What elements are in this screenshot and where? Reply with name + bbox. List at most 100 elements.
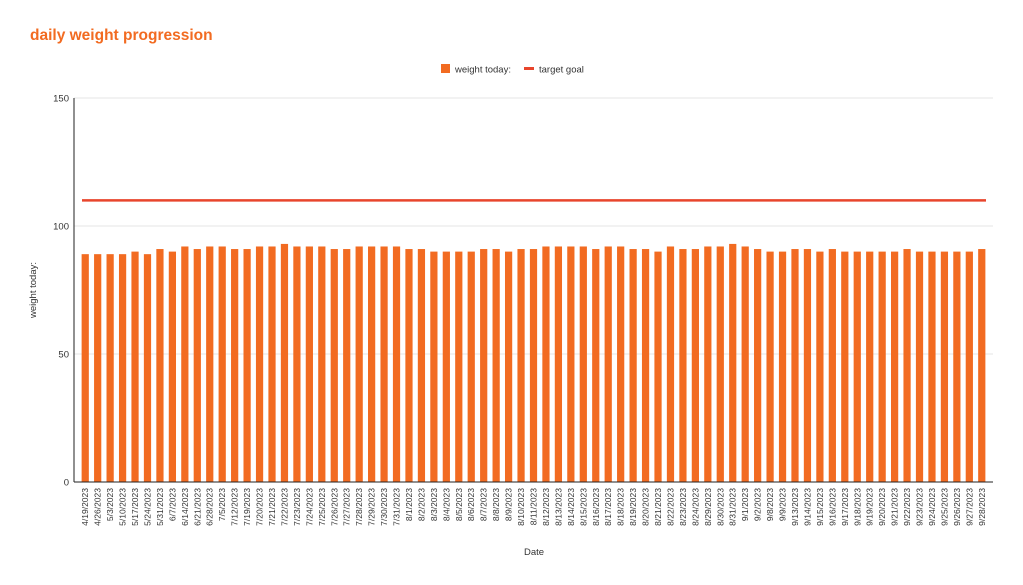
bar xyxy=(878,251,886,482)
bar xyxy=(255,246,264,482)
y-tick-label: 100 xyxy=(53,222,69,233)
bar xyxy=(330,249,338,482)
x-tick-label: 8/4/2023 xyxy=(441,488,451,521)
x-tick-label: 9/2/2023 xyxy=(753,488,763,521)
x-tick-label: 9/19/2023 xyxy=(865,488,875,526)
x-tick-label: 9/20/2023 xyxy=(877,488,887,526)
bar xyxy=(853,251,861,482)
x-tick-label: 8/11/2023 xyxy=(529,488,539,525)
bar xyxy=(318,246,326,482)
x-tick-label: 8/7/2023 xyxy=(479,488,489,521)
bar xyxy=(741,246,749,482)
bar xyxy=(766,251,774,482)
bar xyxy=(218,246,226,482)
bar xyxy=(106,254,114,482)
bar xyxy=(193,249,201,482)
x-tick-label: 9/25/2023 xyxy=(939,488,949,526)
x-tick-label: 8/21/2023 xyxy=(653,488,663,526)
bar xyxy=(803,249,812,482)
x-tick-label: 8/3/2023 xyxy=(429,488,439,521)
x-tick-label: 7/31/2023 xyxy=(392,488,402,526)
x-tick-label: 5/10/2023 xyxy=(118,488,128,526)
x-tick-label: 9/21/2023 xyxy=(890,488,900,526)
x-tick-label: 6/21/2023 xyxy=(192,488,202,526)
bar xyxy=(978,249,986,482)
x-tick-label: 9/27/2023 xyxy=(964,488,974,526)
bar xyxy=(455,251,463,482)
bar xyxy=(243,249,251,482)
bar xyxy=(517,249,525,482)
x-tick-label: 7/29/2023 xyxy=(367,488,377,526)
bar xyxy=(729,243,737,482)
y-tick-labels: 0 50 100 150 xyxy=(53,94,69,489)
x-tick-label: 8/30/2023 xyxy=(715,488,725,526)
bar xyxy=(654,251,662,482)
x-tick-label: 8/19/2023 xyxy=(628,488,638,526)
x-tick-label: 8/1/2023 xyxy=(404,488,414,521)
x-tick-label: 9/22/2023 xyxy=(902,488,912,526)
x-tick-label: 7/21/2023 xyxy=(267,488,277,526)
bar xyxy=(231,249,239,482)
x-tick-labels: 4/19/2023 4/26/2023 5/3/2023 5/10/2023 5/17/… xyxy=(80,488,987,526)
bar xyxy=(604,246,612,482)
bar xyxy=(430,251,438,482)
x-tick-label: 8/13/2023 xyxy=(553,488,563,526)
bar xyxy=(343,249,351,482)
bar xyxy=(866,251,874,482)
x-tick-label: 5/24/2023 xyxy=(143,488,153,526)
x-tick-label: 7/22/2023 xyxy=(280,488,290,526)
bar xyxy=(641,249,650,482)
x-tick-label: 9/15/2023 xyxy=(815,488,825,526)
bar xyxy=(143,254,152,482)
bar xyxy=(118,254,127,482)
bar xyxy=(579,246,587,482)
bar xyxy=(392,246,401,482)
bar xyxy=(567,246,575,482)
x-tick-label: 9/8/2023 xyxy=(765,488,775,521)
x-tick-label: 7/23/2023 xyxy=(292,488,302,526)
bar xyxy=(280,243,289,482)
bar xyxy=(754,249,762,482)
bar xyxy=(778,251,787,482)
legend-swatch-weight xyxy=(441,64,450,73)
bar xyxy=(305,246,313,482)
x-tick-label: 9/26/2023 xyxy=(952,488,962,526)
x-tick-label: 7/28/2023 xyxy=(354,488,364,526)
x-tick-label: 8/31/2023 xyxy=(728,488,738,526)
x-tick-label: 9/17/2023 xyxy=(840,488,850,526)
x-tick-label: 8/10/2023 xyxy=(516,488,526,526)
bar xyxy=(492,249,500,482)
x-tick-label: 9/1/2023 xyxy=(740,488,750,521)
bar xyxy=(965,251,973,482)
bar xyxy=(206,246,214,482)
x-tick-label: 9/9/2023 xyxy=(778,488,788,521)
x-tick-label: 9/13/2023 xyxy=(790,488,800,526)
x-tick-label: 8/9/2023 xyxy=(504,488,514,521)
x-tick-label: 7/30/2023 xyxy=(379,488,389,526)
x-tick-label: 8/23/2023 xyxy=(678,488,688,526)
bar xyxy=(405,249,413,482)
x-tick-label: 9/14/2023 xyxy=(802,488,812,526)
bar xyxy=(181,246,189,482)
x-tick-label: 9/23/2023 xyxy=(915,488,925,526)
bar xyxy=(293,246,301,482)
x-tick-label: 8/17/2023 xyxy=(603,488,613,526)
bar xyxy=(417,249,426,482)
bar xyxy=(915,251,924,482)
bar xyxy=(953,251,961,482)
chart-title: daily weight progression xyxy=(30,27,213,44)
x-tick-label: 7/5/2023 xyxy=(217,488,227,521)
x-tick-label: 5/3/2023 xyxy=(105,488,115,521)
bar xyxy=(617,246,625,482)
y-tick-label: 150 xyxy=(53,94,69,105)
x-axis-label: Date xyxy=(524,547,544,558)
bar xyxy=(380,246,388,482)
bar xyxy=(81,254,89,482)
x-tick-label: 8/20/2023 xyxy=(641,488,651,526)
bar xyxy=(940,251,949,482)
x-tick-label: 4/26/2023 xyxy=(93,488,103,526)
bars xyxy=(81,243,986,482)
y-tick-label: 0 xyxy=(64,478,69,489)
bar xyxy=(841,251,849,482)
legend-label-weight: weight today: xyxy=(454,65,511,76)
